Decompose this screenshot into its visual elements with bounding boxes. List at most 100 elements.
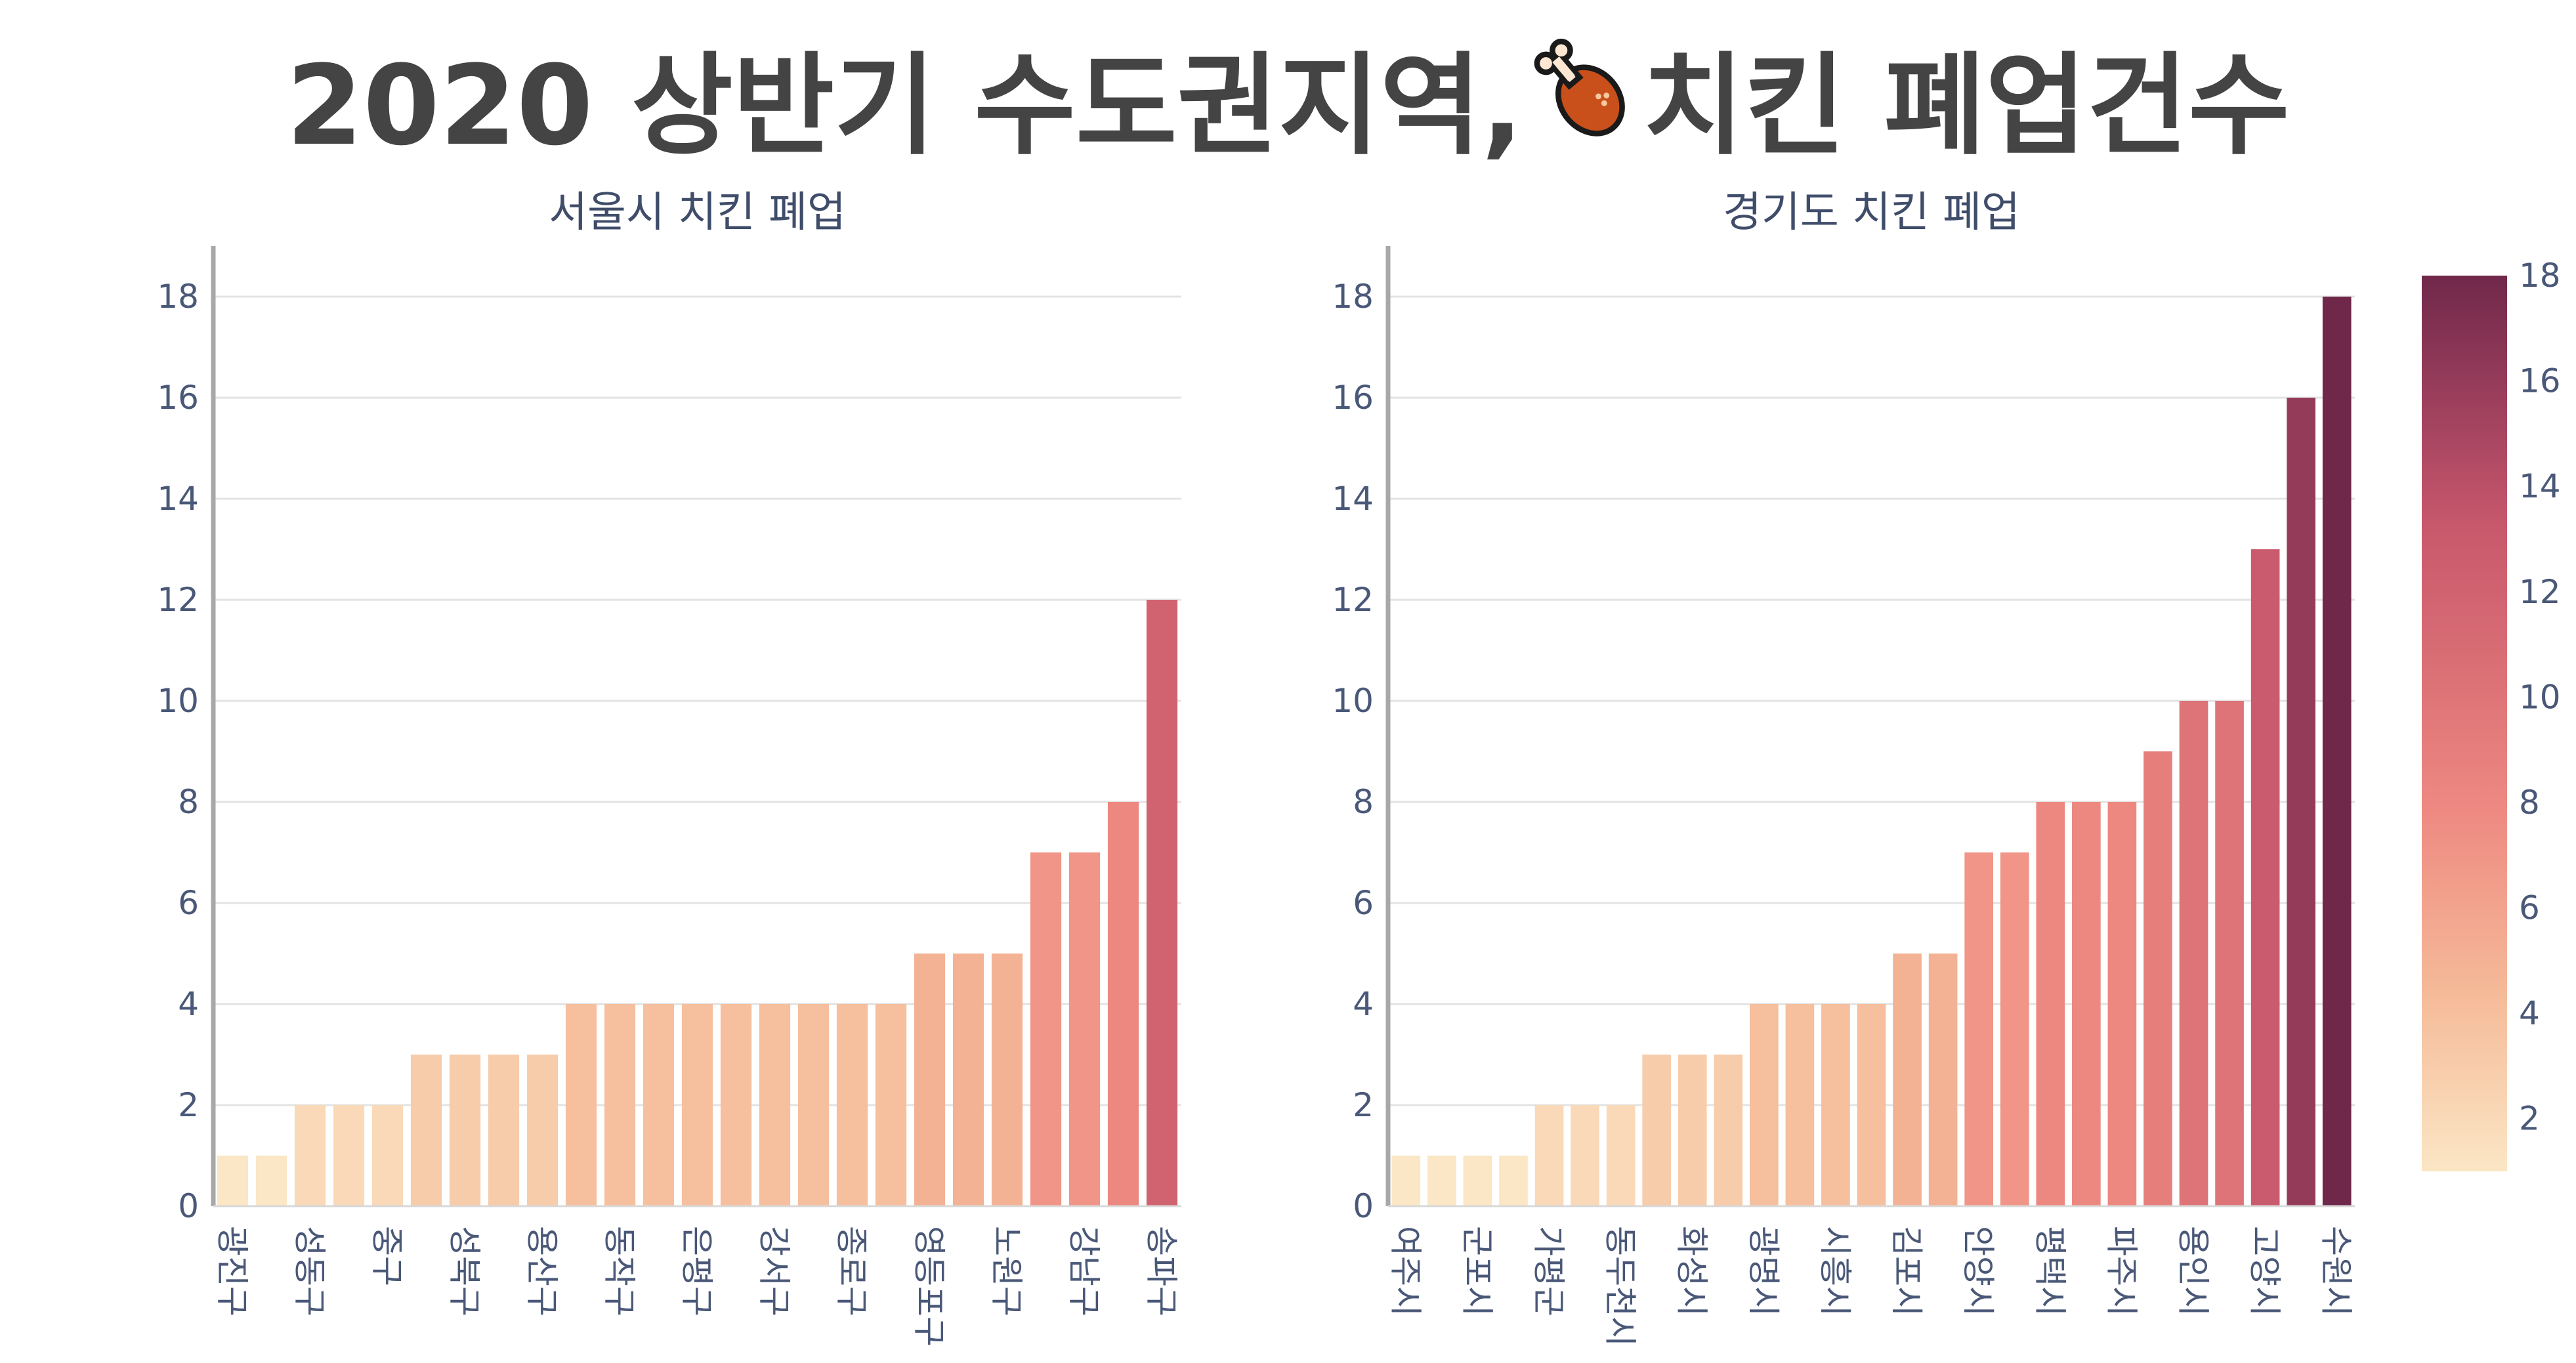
bar [643,1004,675,1206]
y-tick-label: 16 [157,379,199,417]
bar [681,1004,713,1206]
colorbar-tick-label: 14 [2519,467,2561,505]
main-title-lead: 2020 상반기 수도권지역, [286,41,1523,171]
y-tick-label: 14 [1332,480,1374,518]
bar [797,1004,830,1206]
bar [720,1004,752,1206]
bar [1571,1105,1599,1206]
bar [2107,802,2137,1206]
y-tick-label: 12 [1332,581,1374,619]
x-tick-label: 강남구 [1065,1226,1103,1316]
x-tick-label: 송파구 [1143,1226,1181,1316]
y-tick-label: 0 [178,1187,199,1225]
colorbar-gradient [2422,276,2507,1171]
colorbar-tick-label: 8 [2519,784,2540,822]
bar [2072,802,2101,1206]
x-tick-label: 은평구 [678,1226,716,1316]
x-tick-label: 시흥시 [1816,1226,1854,1316]
bar [2143,751,2172,1206]
bar [2179,701,2208,1206]
y-tick-label: 10 [157,682,199,720]
x-tick-label: 강서구 [755,1226,793,1316]
bar [2322,297,2352,1206]
chart-panel-2: 경기도 치킨 폐업 0 2 4 6 8 10 12 14 16 18 여주시 군포시 가평군 동두천시 화성시… [1332,188,2355,1347]
bar [2000,852,2029,1206]
bar [526,1055,559,1206]
x-tick-label: 용인시 [2174,1226,2212,1316]
bar [1928,954,1958,1206]
y-tick-label: 0 [1353,1187,1374,1225]
x-tick-label: 동두천시 [1601,1226,1639,1347]
y-tick-label: 4 [1353,985,1374,1023]
x-tick-label: 종로구 [833,1226,871,1316]
bar [488,1055,520,1206]
x-tick-label: 용산구 [523,1226,561,1316]
bar [1714,1055,1743,1206]
bar [1750,1004,1779,1206]
bar [1391,1156,1421,1206]
bar [991,954,1023,1206]
y-tick-label: 2 [178,1086,199,1124]
main-title-rest: 치킨 폐업건수 [1643,41,2290,171]
bar [1821,1004,1850,1206]
colorbar-tick-label: 18 [2519,257,2561,295]
panel-title: 서울시 치킨 폐업 [549,188,846,237]
bar [1534,1105,1564,1206]
bar [333,1105,365,1206]
colorbar-tick-label: 6 [2519,889,2540,927]
chicken-drumstick-icon [1527,36,1639,177]
y-tick-label: 14 [157,480,199,518]
bar [1678,1055,1707,1206]
bar [1030,852,1062,1206]
colorbar-tick-label: 4 [2519,994,2540,1032]
bar [759,1004,791,1206]
bar [1857,1004,1886,1206]
colorbar-tick-label: 16 [2519,362,2561,400]
x-tick-label: 영등포구 [910,1226,948,1347]
bar [1146,600,1178,1206]
bar [914,954,946,1206]
bar [1107,802,1139,1206]
y-tick-label: 6 [178,884,199,922]
x-tick-label: 수원시 [2317,1226,2355,1316]
x-tick-label: 동작구 [601,1226,639,1316]
x-tick-label: 안양시 [1959,1226,1997,1316]
x-tick-label: 여주시 [1386,1226,1424,1316]
bar [1068,852,1101,1206]
bar [836,1004,868,1206]
y-tick-label: 18 [157,278,199,316]
bar [2250,549,2280,1206]
x-tick-label: 성동구 [291,1226,329,1316]
x-tick-label: 광명시 [1744,1226,1783,1316]
y-tick-label: 8 [1353,783,1374,821]
x-tick-label: 광진구 [213,1226,251,1316]
colorbar-tick-label: 10 [2519,678,2561,716]
y-tick-label: 4 [178,985,199,1023]
y-tick-label: 10 [1332,682,1374,720]
x-tick-label: 평택시 [2031,1226,2069,1316]
x-tick-label: 고양시 [2246,1226,2284,1316]
bar [217,1156,249,1206]
x-tick-label: 성북구 [446,1226,484,1316]
bar [1785,1004,1815,1206]
x-tick-label: 가평군 [1530,1226,1568,1316]
y-tick-label: 16 [1332,379,1374,417]
bar [2287,398,2315,1206]
y-tick-label: 12 [157,581,199,619]
x-tick-label: 군포시 [1458,1226,1496,1316]
bar [1606,1105,1636,1206]
bar [410,1055,442,1206]
x-tick-label: 중구 [368,1226,406,1286]
y-tick-label: 6 [1353,884,1374,922]
bar [565,1004,597,1206]
bar [2036,802,2065,1206]
chart-panel-1: 서울시 치킨 폐업 0 2 4 6 8 10 12 14 16 18 광진구 성동구 중구 성북구 용산구 동작… [157,188,1181,1347]
y-tick-label: 8 [178,783,199,821]
bar [875,1004,907,1206]
bar [294,1105,326,1206]
bar [449,1055,481,1206]
y-tick-label: 2 [1353,1086,1374,1124]
x-tick-label: 화성시 [1673,1226,1711,1316]
colorbar: 2 4 6 8 10 12 14 16 18 [2422,257,2561,1171]
